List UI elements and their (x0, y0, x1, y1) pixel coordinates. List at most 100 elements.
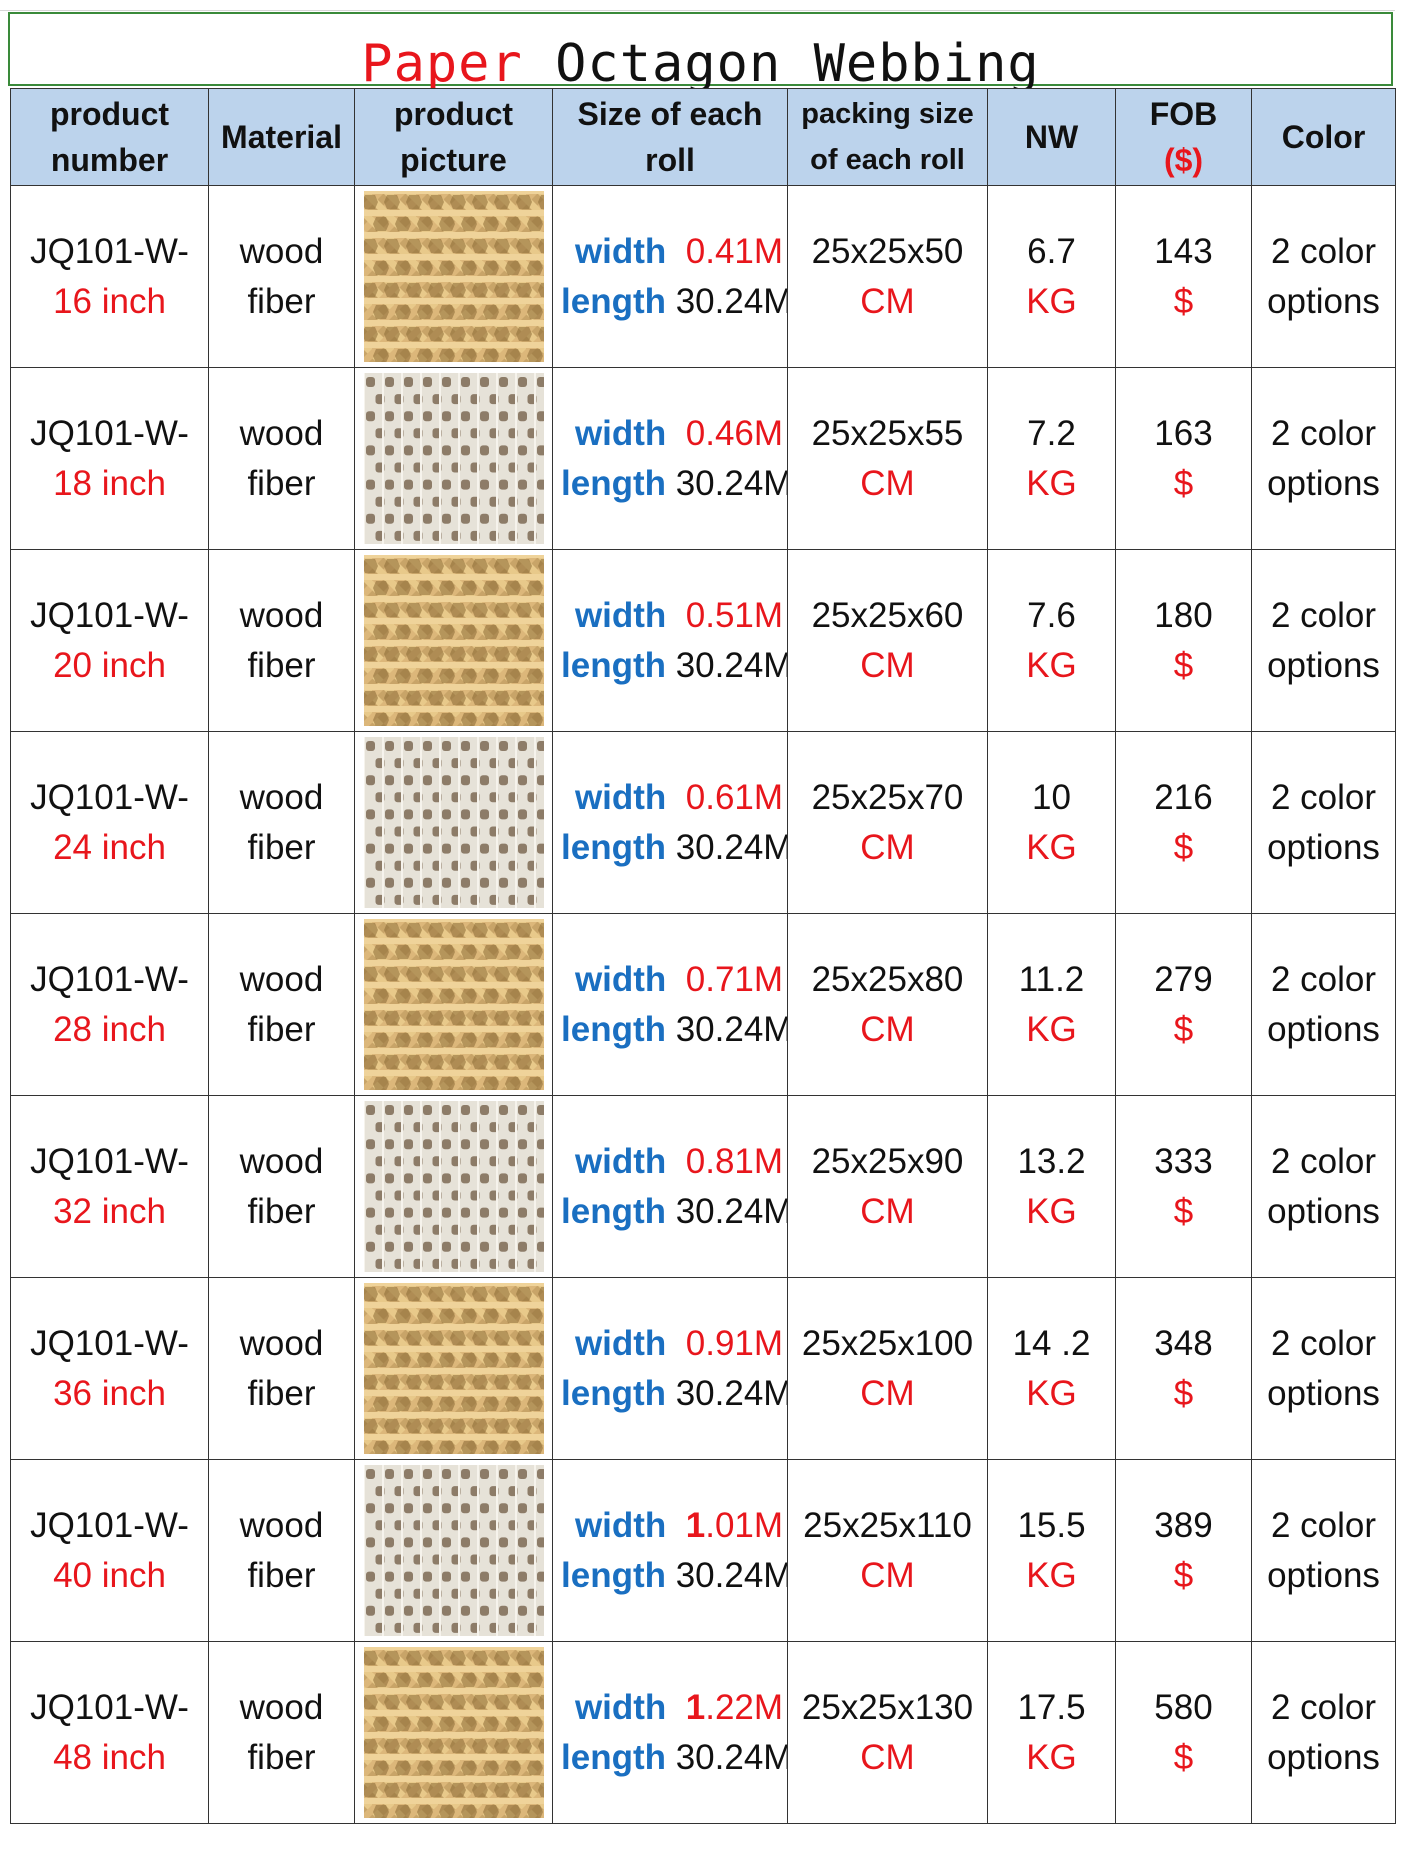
product-picture-cell (354, 1277, 553, 1460)
table-row: JQ101-W- 28 inch wood fiber width 0.71M … (10, 913, 1396, 1096)
size-cell: width 0.46M length 30.24M (552, 367, 788, 550)
length-label: length (561, 1555, 666, 1595)
webbing-picture (363, 373, 544, 544)
fob-cell: 143 $ (1115, 185, 1252, 368)
material-cell: wood fiber (208, 549, 355, 732)
material-line: wood (239, 1323, 324, 1363)
title-word-rest: Octagon Webbing (555, 34, 1040, 94)
width-label: width (574, 413, 667, 453)
net-weight-unit: KG (1026, 1737, 1077, 1777)
weave-pattern (363, 737, 544, 908)
product-size-inch: 20 inch (53, 645, 166, 685)
product-code: JQ101-W- (30, 231, 189, 271)
material-line: wood (239, 1505, 324, 1545)
fob-price: 348 (1154, 1323, 1213, 1363)
table-row: JQ101-W- 16 inch wood fiber width 0.41M … (10, 185, 1396, 368)
color-cell: 2 color options (1251, 1459, 1396, 1642)
product-code: JQ101-W- (30, 1687, 189, 1727)
width-label: width (574, 1323, 667, 1363)
fob-currency: $ (1173, 1737, 1194, 1777)
width-line: width 0.46M (554, 409, 787, 459)
length-line: length 30.24M (554, 823, 787, 873)
width-line: width 0.71M (554, 955, 787, 1005)
color-line: 2 color (1270, 1323, 1377, 1363)
nw-cell: 10 KG (987, 731, 1116, 914)
product-number-cell: JQ101-W- 40 inch (10, 1459, 209, 1642)
width-label: width (574, 231, 667, 271)
fob-cell: 348 $ (1115, 1277, 1252, 1460)
color-line: 2 color (1270, 1505, 1377, 1545)
material-line: fiber (247, 827, 316, 867)
fob-price: 389 (1154, 1505, 1213, 1545)
color-line: options (1267, 1009, 1380, 1049)
length-label: length (561, 827, 666, 867)
length-label: length (561, 463, 666, 503)
title-box: Paper Octagon Webbing (8, 12, 1393, 90)
table-row: JQ101-W- 18 inch wood fiber width 0.46M … (10, 367, 1396, 550)
fob-price: 163 (1154, 413, 1213, 453)
header-product-number: product number (10, 88, 209, 186)
width-prefix: 1 (685, 1687, 706, 1727)
fob-currency: $ (1173, 1009, 1194, 1049)
color-line: options (1267, 827, 1380, 867)
color-line: options (1267, 1737, 1380, 1777)
fob-currency: $ (1173, 1191, 1194, 1231)
color-cell: 2 color options (1251, 913, 1396, 1096)
table-row: JQ101-W- 24 inch wood fiber width 0.61M … (10, 731, 1396, 914)
width-label: width (574, 959, 667, 999)
packing-cell: 25x25x80 CM (787, 913, 988, 1096)
size-cell: width 1.22M length 30.24M (552, 1641, 788, 1824)
packing-size: 25x25x50 (811, 231, 964, 271)
net-weight: 17.5 (1017, 1687, 1086, 1727)
fob-cell: 333 $ (1115, 1095, 1252, 1278)
width-prefix: 1 (685, 1505, 706, 1545)
net-weight: 6.7 (1027, 231, 1076, 271)
width-value: .01M (705, 1505, 784, 1545)
material-cell: wood fiber (208, 1277, 355, 1460)
nw-cell: 6.7 KG (987, 185, 1116, 368)
packing-cell: 25x25x55 CM (787, 367, 988, 550)
length-value: 30.24M (675, 645, 788, 685)
length-line: length 30.24M (554, 1187, 787, 1237)
width-label: width (574, 1687, 667, 1727)
width-value: 0.46M (685, 413, 784, 453)
width-line: width 0.81M (554, 1137, 787, 1187)
header-text: Color (1281, 119, 1366, 155)
nw-cell: 15.5 KG (987, 1459, 1116, 1642)
fob-cell: 180 $ (1115, 549, 1252, 732)
product-picture-cell (354, 731, 553, 914)
price-table: product number Material product picture … (10, 88, 1396, 1824)
material-line: wood (239, 595, 324, 635)
webbing-picture (363, 737, 544, 908)
color-cell: 2 color options (1251, 549, 1396, 732)
fob-cell: 389 $ (1115, 1459, 1252, 1642)
color-cell: 2 color options (1251, 1641, 1396, 1824)
color-line: 2 color (1270, 777, 1377, 817)
width-line: width 0.61M (554, 773, 787, 823)
net-weight: 7.2 (1027, 413, 1076, 453)
product-picture-cell (354, 367, 553, 550)
product-picture-cell (354, 1095, 553, 1278)
net-weight-unit: KG (1026, 463, 1077, 503)
header-text: number (50, 142, 169, 178)
material-line: wood (239, 231, 324, 271)
header-fob: FOB ($) (1115, 88, 1252, 186)
length-label: length (561, 1009, 666, 1049)
packing-cell: 25x25x110 CM (787, 1459, 988, 1642)
packing-size: 25x25x130 (801, 1687, 974, 1727)
table-row: JQ101-W- 32 inch wood fiber width 0.81M … (10, 1095, 1396, 1278)
size-cell: width 0.41M length 30.24M (552, 185, 788, 368)
length-value: 30.24M (675, 1555, 788, 1595)
header-text: NW (1024, 119, 1079, 155)
webbing-picture (363, 919, 544, 1090)
product-picture-cell (354, 185, 553, 368)
header-row: product number Material product picture … (10, 88, 1396, 186)
header-material: Material (208, 88, 355, 186)
header-text: Material (221, 119, 342, 155)
product-code: JQ101-W- (30, 1141, 189, 1181)
weave-pattern (363, 1465, 544, 1636)
product-size-inch: 32 inch (53, 1191, 166, 1231)
title-word-paper: Paper (361, 34, 523, 94)
product-number-cell: JQ101-W- 48 inch (10, 1641, 209, 1824)
material-line: wood (239, 959, 324, 999)
